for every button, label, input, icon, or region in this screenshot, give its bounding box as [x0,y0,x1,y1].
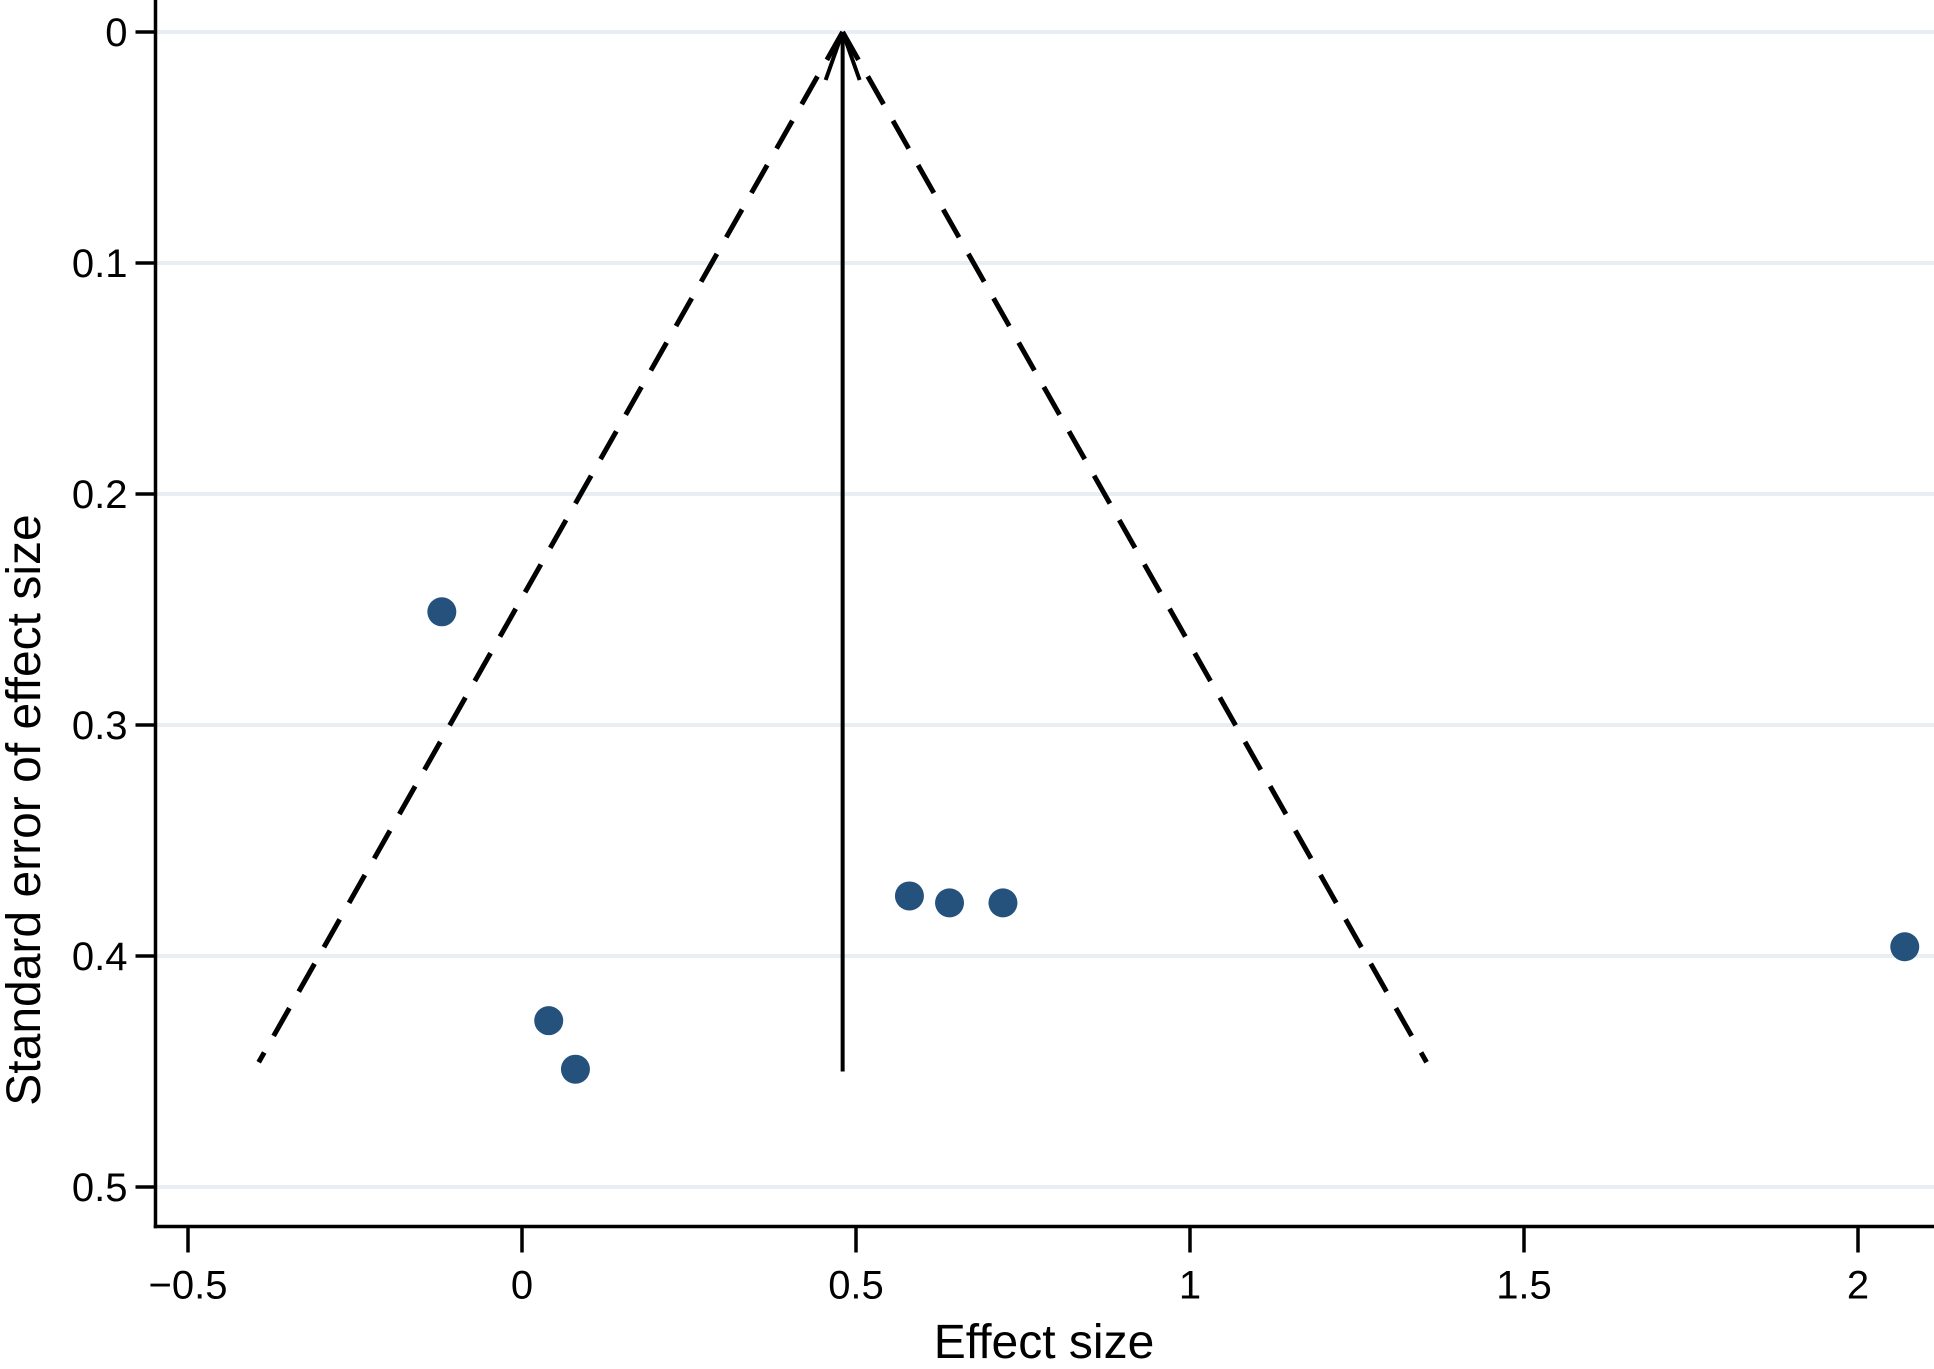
data-point [427,597,457,627]
funnel-left-boundary [256,30,845,1064]
data-point [534,1006,564,1036]
x-tick-label: −0.5 [149,1264,228,1308]
pooled-effect-arrowhead [840,31,862,81]
data-point [1890,932,1920,962]
x-axis-title: Effect size [934,1316,1155,1369]
pooled-effect-arrowhead [823,31,845,81]
y-axis-title: Standard error of effect size [0,514,51,1105]
x-tick-label: 1.5 [1496,1264,1552,1308]
data-point [560,1054,590,1084]
y-tick-label: 0.2 [72,473,128,517]
x-tick-label: 0.5 [828,1264,884,1308]
data-point [894,881,924,911]
y-tick-label: 0 [105,11,127,55]
x-tick-label: 1 [1179,1264,1201,1308]
y-tick-label: 0.4 [72,935,128,979]
y-tick-label: 0.1 [72,242,128,286]
funnel-right-boundary [840,30,1429,1064]
data-point [988,888,1018,918]
y-tick-label: 0.3 [72,704,128,748]
axis-layer: 0 0.1 0.2 0.3 0.4 0.5 −0.5 0 0.5 1 1.5 2 [72,0,1934,1308]
x-tick-label: 2 [1847,1264,1869,1308]
funnel-boundary-layer [256,30,1429,1072]
gridline-layer [155,30,1934,1189]
data-point [935,888,965,918]
data-point-layer [427,597,1920,1084]
y-tick-label: 0.5 [72,1166,128,1210]
x-tick-label: 0 [511,1264,533,1308]
